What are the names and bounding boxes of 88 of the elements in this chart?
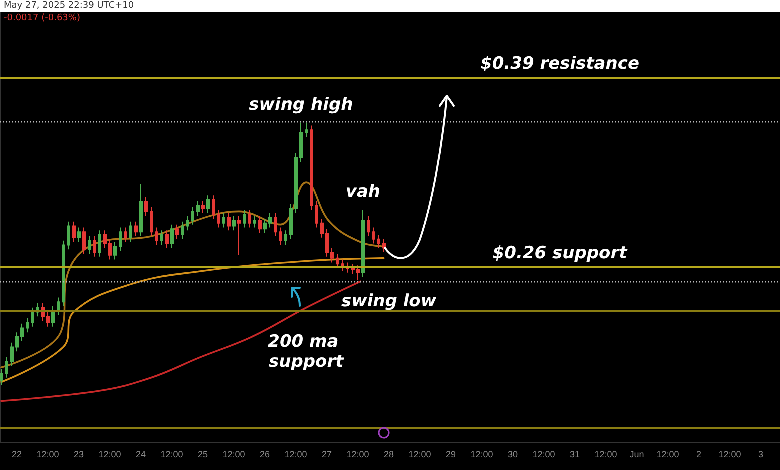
- x-tick-label: 29: [446, 450, 456, 460]
- x-tick-label: 12:00: [222, 450, 246, 460]
- candlestick: [191, 206, 194, 226]
- candlestick: [181, 221, 184, 240]
- x-tick-label: 2: [696, 450, 702, 460]
- candlestick: [77, 227, 81, 243]
- x-tick-label: 12:00: [532, 450, 556, 460]
- annotation: vah: [346, 182, 381, 202]
- x-tick-label: 12:00: [470, 450, 494, 460]
- candlestick: [144, 196, 148, 217]
- candlestick: [186, 216, 189, 232]
- candlestick: [279, 227, 282, 246]
- candlestick: [170, 224, 174, 249]
- candlestick: [377, 234, 380, 249]
- candlestick: [57, 297, 60, 316]
- candlestick: [367, 216, 370, 237]
- x-tick-label: 27: [322, 450, 332, 460]
- x-tick-label: 25: [198, 450, 208, 460]
- candlestick: [258, 216, 262, 234]
- x-tick-label: 12:00: [36, 450, 60, 460]
- x-tick-label: 12:00: [594, 450, 618, 460]
- x-tick-label: 12:00: [98, 450, 122, 460]
- candlestick: [227, 212, 231, 232]
- candlestick: [26, 318, 29, 334]
- candlestick: [51, 306, 55, 328]
- x-tick-label: 31: [570, 450, 580, 460]
- x-tick-label: 28: [384, 450, 394, 460]
- x-tick-label: 12:00: [284, 450, 308, 460]
- candlestick: [113, 242, 117, 260]
- text: May 27, 2025 22:39 UTC+10: [0, 0, 780, 12]
- annotation: swing high: [249, 94, 354, 115]
- candlestick: [165, 230, 169, 249]
- candlestick: [310, 125, 313, 211]
- candlestick: [253, 216, 256, 228]
- candlestick: [160, 230, 163, 246]
- candlestick: [67, 221, 70, 250]
- candlestick: [139, 184, 143, 237]
- candlestick: [212, 195, 215, 220]
- x-tick-label: 12:00: [408, 450, 432, 460]
- candlestick: [274, 212, 277, 237]
- x-tick-label: 22: [12, 450, 22, 460]
- x-tick-label: 12:00: [718, 450, 742, 460]
- x-tick-label: 3: [758, 450, 764, 460]
- candlestick: [175, 224, 179, 240]
- candlestick: [372, 227, 375, 244]
- annotation: 200 ma support: [268, 332, 345, 372]
- candlestick: [134, 221, 138, 237]
- candlestick: [124, 227, 127, 243]
- candlestick: [119, 227, 122, 252]
- candlestick: [217, 210, 220, 228]
- candlestick: [336, 253, 339, 270]
- candlestick: [88, 236, 91, 254]
- candlestick: [232, 216, 236, 232]
- candlestick: [5, 356, 8, 378]
- candlestick: [196, 200, 200, 217]
- annotation: -0.0017 (-0.63%): [4, 14, 80, 24]
- candlestick: [31, 307, 34, 328]
- candlestick: [305, 122, 308, 138]
- candlestick: [155, 227, 158, 246]
- candlestick: [206, 195, 210, 214]
- candlestick: [129, 221, 132, 243]
- candlestick: [243, 210, 246, 228]
- candlestick: [201, 200, 205, 214]
- candlestick: [0, 368, 3, 386]
- candlestick: [62, 240, 65, 307]
- candlestick: [72, 221, 76, 243]
- ref-line-label: $0.26 support: [492, 244, 628, 264]
- x-tick-label: 12:00: [346, 450, 370, 460]
- candlestick: [150, 206, 153, 237]
- candlestick: [222, 212, 225, 228]
- x-tick-label: Jun: [630, 450, 644, 460]
- x-tick-label: 12:00: [656, 450, 680, 460]
- candlestick: [315, 200, 318, 228]
- candlestick: [248, 210, 251, 228]
- ref-line-label: $0.39 resistance: [480, 54, 640, 74]
- candlestick: [284, 230, 287, 246]
- x-tick-label: 23: [74, 450, 84, 460]
- x-tick-label: 30: [508, 450, 518, 460]
- x-tick-label: 12:00: [160, 450, 184, 460]
- candlestick: [361, 210, 365, 278]
- annotation: swing low: [342, 292, 437, 312]
- candlestick: [93, 236, 96, 258]
- candlestick: [98, 230, 101, 258]
- x-tick-label: 24: [136, 450, 146, 460]
- candlestick: [382, 238, 386, 254]
- candlestick: [237, 216, 241, 256]
- x-tick-label: 26: [260, 450, 270, 460]
- candlestick: [82, 227, 86, 254]
